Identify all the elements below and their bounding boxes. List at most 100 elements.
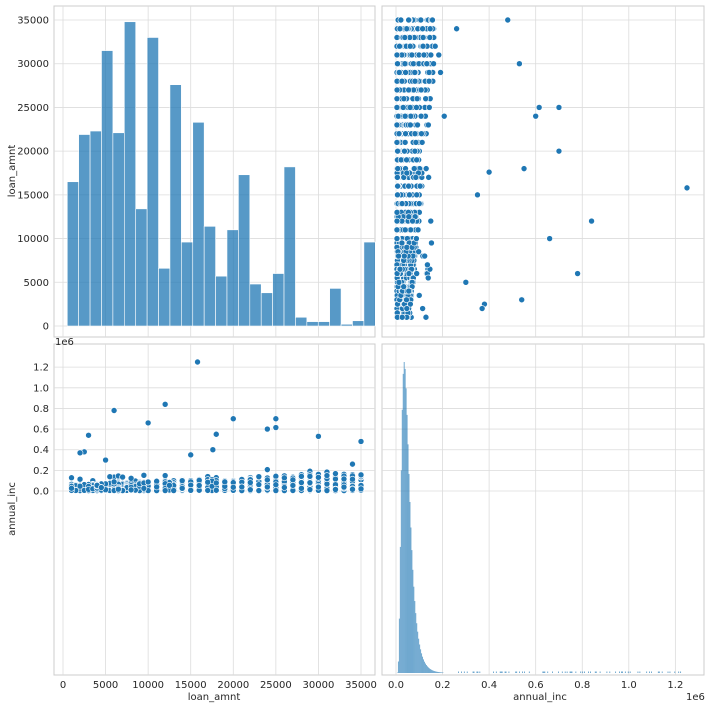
scatter-point-income-vs-loan (110, 407, 118, 414)
scatter-point-loan-vs-income (504, 16, 512, 24)
scatter-point-loan-vs-income (478, 305, 486, 312)
scatter-point-income-vs-loan (315, 433, 322, 440)
income-hist-bar (403, 362, 405, 673)
scatter-point-loan-vs-income (395, 252, 402, 260)
scatter-point-loan-vs-income (422, 95, 429, 102)
income-hist-bar (419, 644, 421, 673)
scatter-point-income-vs-loan (212, 430, 220, 438)
y-tick-label-loan: 10000 (17, 234, 49, 245)
income-hist-bar (432, 670, 434, 673)
scatter-point-loan-vs-income (393, 209, 401, 216)
scatter-point-loan-vs-income (396, 265, 404, 273)
scatter-point-loan-vs-income (405, 16, 412, 24)
income-hist-bar (661, 671, 663, 673)
income-hist-bar (437, 671, 439, 673)
scatter-point-loan-vs-income (435, 51, 443, 59)
scatter-point-income-vs-loan (161, 487, 169, 494)
loan-hist-bar (192, 121, 205, 327)
scatter-point-income-vs-loan (298, 473, 305, 480)
scatter-point-loan-vs-income (412, 174, 420, 181)
loan-hist-bar (295, 316, 308, 327)
income-hist-bar (501, 671, 503, 673)
scatter-point-income-vs-loan (102, 456, 109, 464)
income-hist-bar (552, 671, 553, 673)
loan-hist-bar (158, 267, 171, 327)
income-hist-bar (680, 671, 682, 673)
income-hist-bar (669, 671, 671, 673)
x-offset-text-1e6: 1e6 (686, 692, 705, 703)
scatter-point-loan-vs-income (400, 95, 408, 102)
scatter-point-loan-vs-income (417, 112, 425, 120)
income-hist-bar (404, 368, 406, 673)
scatter-point-loan-vs-income (426, 104, 433, 111)
scatter-point-loan-vs-income (418, 139, 426, 146)
scatter-point-loan-vs-income (532, 112, 539, 120)
scatter-point-income-vs-loan (272, 472, 280, 480)
scatter-point-loan-vs-income (462, 278, 470, 286)
scatter-point-loan-vs-income (413, 191, 420, 199)
x-axis-label-loan-amnt: loan_amnt (188, 692, 241, 703)
income-hist-bar (528, 671, 530, 673)
income-hist-bar (407, 444, 409, 673)
scatter-point-loan-vs-income (395, 278, 403, 286)
tick-labels: 0 5000 10000 15000 20000 25000 30000 35000 0.0 0.… (17, 16, 683, 692)
scatter-point-income-vs-loan (357, 438, 365, 445)
income-hist-bar (440, 672, 442, 673)
scatter-point-income-vs-loan (144, 419, 152, 427)
income-hist-bar (499, 671, 501, 673)
income-hist-bar (413, 586, 415, 673)
scatter-point-loan-vs-income (683, 184, 691, 192)
income-hist-bar (479, 671, 481, 673)
income-hist-bar (500, 671, 502, 673)
scatter-point-loan-vs-income (411, 147, 419, 155)
x-tick-label-income: 0.0 (388, 680, 404, 691)
scatter-point-loan-vs-income (424, 261, 431, 269)
income-hist-bar (436, 671, 438, 673)
income-hist-bar (619, 671, 620, 673)
scatter-point-loan-vs-income (440, 112, 448, 120)
income-hist-bar (420, 649, 422, 673)
x-tick-label-loan: 10000 (132, 680, 164, 691)
scatter-point-loan-vs-income (395, 130, 403, 137)
scatter-point-loan-vs-income (393, 104, 401, 111)
scatter-point-loan-vs-income (393, 139, 401, 146)
scatter-point-loan-vs-income (415, 292, 423, 299)
income-hist-bar (441, 672, 443, 673)
scatter-point-loan-vs-income (393, 95, 401, 102)
scatter-point-income-vs-loan (272, 424, 280, 431)
scatter-point-loan-vs-income (403, 25, 410, 33)
scatter-point-loan-vs-income (411, 69, 419, 76)
income-hist-bar (410, 527, 412, 673)
scatter-point-loan-vs-income (413, 104, 420, 111)
income-hist-bar (415, 613, 417, 673)
scatter-point-loan-vs-income (394, 112, 402, 120)
x-tick-label-loan: 35000 (345, 680, 377, 691)
scatter-point-income-vs-loan (298, 479, 305, 486)
scatter-point-income-vs-loan (106, 473, 114, 481)
scatter-point-income-vs-loan (255, 473, 263, 480)
x-tick-label-loan: 20000 (217, 680, 249, 691)
income-hist-bar (412, 569, 414, 673)
y-tick-label-income: 0.6 (33, 425, 49, 436)
income-hist-bar (624, 671, 626, 673)
income-hist-bar (678, 671, 680, 673)
scatter-point-income-vs-loan (349, 485, 356, 493)
income-hist-bar (406, 414, 408, 673)
loan-hist-bar (306, 321, 319, 327)
income-hist-bar (504, 671, 506, 673)
scatter-point-income-vs-loan (127, 474, 135, 482)
scatter-point-loan-vs-income (411, 130, 419, 137)
scatter-point-loan-vs-income (402, 130, 409, 137)
income-hist-bar (582, 671, 584, 673)
scatter-point-loan-vs-income (431, 42, 439, 50)
scatter-point-loan-vs-income (393, 226, 401, 234)
income-hist-bar (637, 671, 639, 673)
scatter-point-income-vs-loan (332, 470, 339, 477)
y-tick-label-income: 1.0 (33, 383, 49, 394)
scatter-point-loan-vs-income (403, 169, 411, 177)
income-hist-bar (570, 671, 572, 673)
scatter-point-income-vs-loan (127, 486, 135, 494)
scatter-point-income-vs-loan (166, 482, 173, 489)
scatter-point-income-vs-loan (212, 486, 220, 494)
loan-hist-bar (249, 283, 262, 327)
